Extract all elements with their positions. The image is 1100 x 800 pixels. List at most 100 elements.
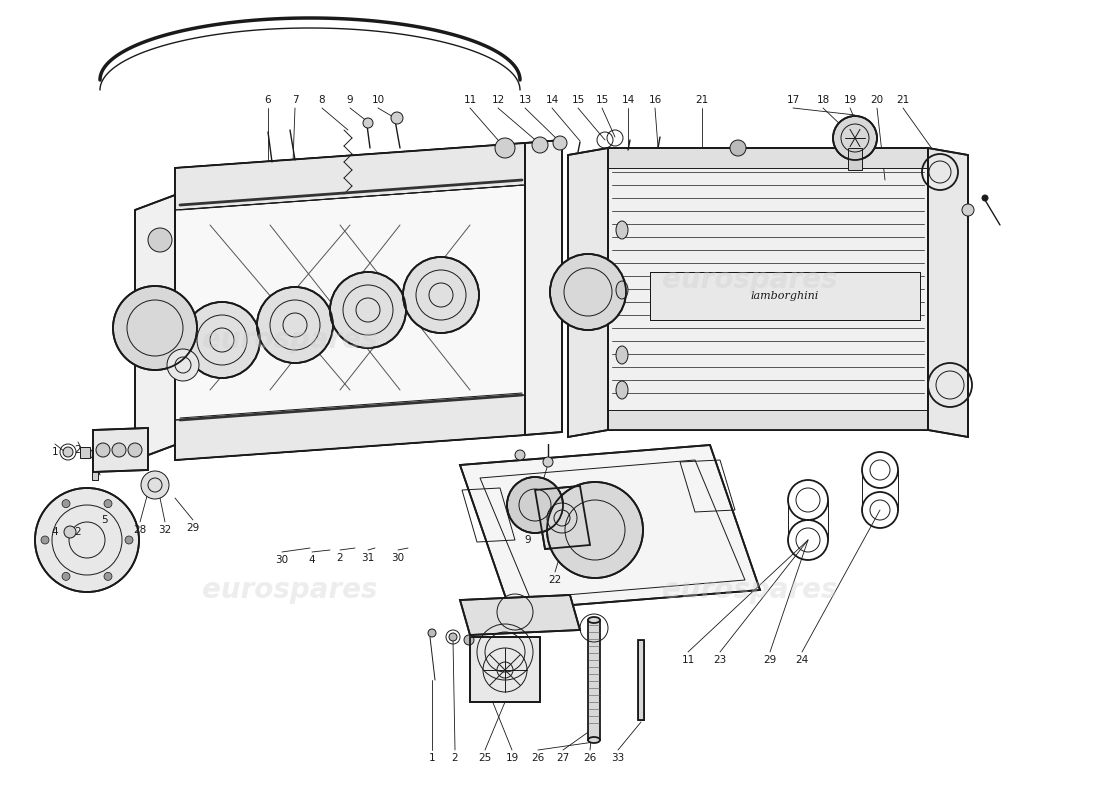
Polygon shape [80,447,90,458]
Circle shape [112,443,126,457]
Circle shape [547,503,578,533]
Polygon shape [535,486,590,549]
Text: 23: 23 [714,655,727,665]
Circle shape [62,500,70,508]
Circle shape [730,140,746,156]
Ellipse shape [616,346,628,364]
Text: 14: 14 [621,95,635,105]
Circle shape [515,450,525,460]
Ellipse shape [616,221,628,239]
Text: 9: 9 [346,95,353,105]
Polygon shape [175,395,525,460]
Polygon shape [94,428,148,472]
Text: 21: 21 [695,95,708,105]
Circle shape [550,254,626,330]
Circle shape [982,195,988,201]
Text: 2: 2 [452,753,459,763]
Ellipse shape [616,281,628,299]
Polygon shape [608,148,928,430]
Text: 11: 11 [681,655,694,665]
Text: 16: 16 [648,95,661,105]
Polygon shape [568,148,608,437]
Polygon shape [135,195,175,460]
Text: 9: 9 [525,535,531,545]
Text: 28: 28 [133,525,146,535]
Text: 10: 10 [372,95,385,105]
Circle shape [148,228,172,252]
Text: 1: 1 [429,753,436,763]
Circle shape [125,536,133,544]
Circle shape [553,136,566,150]
Text: 12: 12 [492,95,505,105]
Circle shape [96,443,110,457]
Circle shape [128,443,142,457]
Polygon shape [460,445,760,610]
Text: 5: 5 [101,515,108,525]
Circle shape [390,112,403,124]
Text: 3: 3 [99,442,106,452]
Circle shape [495,138,515,158]
Text: eurospares: eurospares [202,326,377,354]
Text: 15: 15 [595,95,608,105]
Circle shape [363,118,373,128]
Text: 13: 13 [518,95,531,105]
Text: 30: 30 [275,555,288,565]
Text: 19: 19 [125,439,139,449]
Text: 24: 24 [795,655,808,665]
Ellipse shape [588,737,600,743]
Text: lamborghini: lamborghini [751,291,820,301]
Circle shape [485,607,495,617]
Ellipse shape [588,617,600,623]
Polygon shape [525,140,562,435]
Text: 4: 4 [309,555,316,565]
Circle shape [833,116,877,160]
Circle shape [104,500,112,508]
Circle shape [104,572,112,580]
Text: eurospares: eurospares [662,266,838,294]
Polygon shape [608,148,928,168]
Text: 29: 29 [186,523,199,533]
Text: 30: 30 [392,553,405,563]
Text: 29: 29 [763,655,777,665]
Circle shape [41,536,50,544]
Polygon shape [608,410,928,430]
Circle shape [464,635,474,645]
Text: 7: 7 [292,95,298,105]
Circle shape [428,629,436,637]
Circle shape [962,204,974,216]
Text: 26: 26 [531,753,544,763]
Text: 32: 32 [158,525,172,535]
Circle shape [141,471,169,499]
Text: 21: 21 [896,95,910,105]
Text: 15: 15 [571,95,584,105]
Circle shape [449,633,456,641]
Text: 8: 8 [319,95,326,105]
Text: 4: 4 [52,527,58,537]
Text: 22: 22 [549,575,562,585]
Polygon shape [848,148,862,170]
Polygon shape [928,148,968,437]
Text: eurospares: eurospares [202,576,377,604]
Circle shape [184,302,260,378]
Circle shape [64,526,76,538]
Polygon shape [588,620,600,740]
Circle shape [62,572,70,580]
Text: 2: 2 [75,445,81,455]
Circle shape [507,477,563,533]
Polygon shape [92,455,98,480]
Text: 27: 27 [557,753,570,763]
Text: 20: 20 [870,95,883,105]
Text: 33: 33 [612,753,625,763]
Text: 19: 19 [844,95,857,105]
Polygon shape [638,640,644,720]
Circle shape [167,349,199,381]
Text: 19: 19 [505,753,518,763]
Text: 2: 2 [75,527,81,537]
Circle shape [63,447,73,457]
Text: 26: 26 [583,753,596,763]
Polygon shape [460,595,580,635]
Text: 1: 1 [52,447,58,457]
Text: 18: 18 [816,95,829,105]
Circle shape [532,137,548,153]
Circle shape [113,286,197,370]
